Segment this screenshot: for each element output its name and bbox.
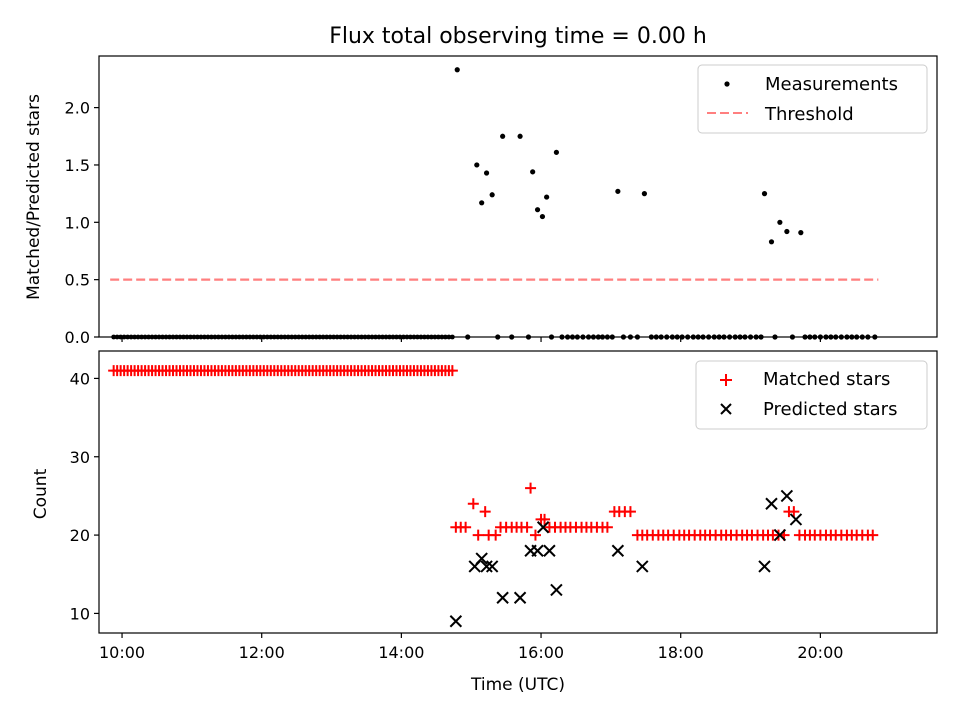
bottom-xtick-label: 20:00 [797, 643, 843, 662]
top-ytick-label: 1.0 [65, 213, 90, 232]
measurement-point [539, 213, 546, 220]
matched-star-marker [467, 498, 479, 510]
matched-star-marker [867, 529, 879, 541]
bottom-axes-frame [98, 350, 938, 634]
predicted-star-marker [773, 528, 787, 542]
bottom-legend: Matched stars Predicted stars [695, 360, 928, 430]
x-axis-label: Time (UTC) [470, 675, 565, 695]
top-legend: Measurements Threshold [697, 64, 928, 134]
bottom-ytick-label: 20 [70, 526, 90, 545]
top-legend-box [697, 64, 928, 134]
bottom-legend-box [695, 360, 928, 430]
top-axes: 0.0 0.5 1.0 1.5 2.0 Flux total observing tim… [24, 24, 938, 347]
measurement-point [615, 188, 621, 194]
top-y-ticks: 0.0 0.5 1.0 1.5 2.0 [65, 99, 99, 347]
predicted-star-marker [485, 560, 499, 573]
measurement-point [544, 194, 550, 200]
matched-star-marker [521, 521, 533, 533]
bottom-ytick-label: 40 [70, 369, 90, 388]
predicted-star-marker [496, 591, 509, 604]
measurement-point [641, 191, 647, 197]
measurement-point [777, 219, 783, 225]
chart-title: Flux total observing time = 0.00 h [329, 24, 707, 49]
legend-measurements-marker [724, 81, 730, 87]
bottom-ytick-label: 30 [70, 448, 90, 467]
matched-star-marker [479, 506, 491, 518]
measurement-point [761, 191, 768, 197]
matched-star-marker [472, 529, 484, 541]
bottom-xtick-label: 14:00 [378, 643, 424, 662]
bottom-y-ticks: 10 20 30 40 [70, 369, 99, 623]
top-ytick-label: 0.0 [65, 328, 90, 347]
predicted-star-marker [636, 560, 649, 573]
predicted-star-marker [758, 560, 771, 573]
measurement-point [483, 170, 490, 176]
matched-star-marker [539, 513, 551, 525]
predicted-star-marker [611, 544, 625, 557]
legend-threshold-label: Threshold [764, 104, 854, 125]
measurement-point [489, 192, 495, 198]
matched-star-marker [601, 521, 613, 533]
bottom-xtick-label: 18:00 [658, 643, 704, 662]
predicted-star-marker [550, 583, 563, 597]
measurement-point [500, 133, 506, 139]
measurement-point [534, 207, 541, 213]
bottom-xtick-label: 12:00 [239, 643, 285, 662]
top-x-ticks [121, 337, 821, 342]
matched-star-marker [525, 482, 537, 494]
bottom-xtick-label: 10:00 [99, 643, 145, 662]
predicted-star-marker [765, 497, 778, 510]
measurement-point [479, 200, 485, 206]
bottom-x-ticks: 10:00 12:00 14:00 16:00 18:00 20:00 [99, 633, 843, 662]
legend-predicted-marker [720, 403, 732, 415]
bottom-plot-area [108, 365, 879, 628]
predicted-star-marker [480, 560, 493, 573]
bottom-ytick-label: 10 [70, 604, 90, 623]
bottom-xtick-label: 16:00 [518, 643, 564, 662]
measurement-point [474, 162, 480, 168]
measurement-point [798, 230, 804, 236]
legend-predicted-label: Predicted stars [763, 399, 897, 420]
top-axes-frame [98, 55, 938, 338]
matched-star-marker [460, 521, 472, 533]
predicted-star-marker [536, 521, 550, 534]
bottom-y-axis-label: Count [31, 468, 51, 519]
measurement-point [768, 239, 775, 245]
predicted-star-marker [513, 591, 527, 604]
top-ytick-label: 2.0 [65, 99, 90, 118]
measurement-point [454, 67, 460, 73]
matched-star-marker [624, 506, 636, 518]
predicted-star-marker [531, 544, 544, 557]
predicted-star-marker [789, 513, 803, 526]
top-ytick-label: 0.5 [65, 271, 90, 290]
predicted-star-marker [543, 544, 556, 557]
predicted-star-marker [475, 552, 488, 565]
measurement-point [517, 133, 523, 139]
matched-star-marker [446, 365, 458, 377]
top-ytick-label: 1.5 [65, 156, 90, 175]
matched-star-marker [788, 506, 800, 518]
matched-star-marker [490, 529, 502, 541]
measurement-point [530, 169, 536, 175]
legend-measurements-label: Measurements [765, 74, 898, 95]
legend-matched-label: Matched stars [763, 369, 890, 390]
measurement-point [784, 228, 790, 235]
top-y-axis-label: Matched/Predicted stars [24, 94, 44, 300]
legend-matched-marker [720, 374, 732, 386]
predicted-star-marker [449, 615, 463, 628]
predicted-star-marker [780, 489, 794, 503]
matched-star-marker [529, 529, 541, 541]
measurement-point [553, 149, 560, 155]
